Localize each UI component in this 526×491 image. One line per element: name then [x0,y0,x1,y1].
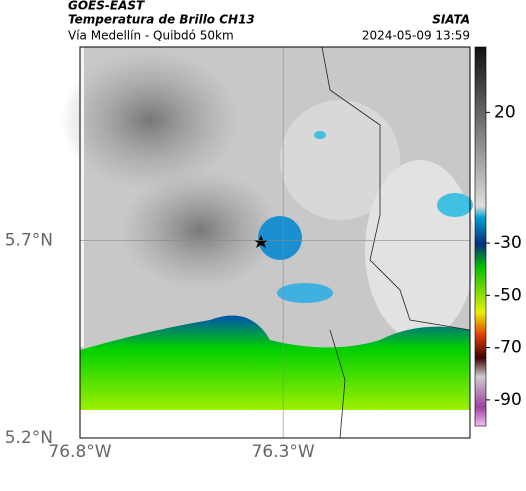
route: Vía Medellín - Quibdó 50km [68,29,234,43]
map-frame [79,46,471,439]
colorbar-tick-label: -70 [494,338,522,358]
colorbar-tick-label: -50 [494,285,522,305]
header: GOES-EAST Temperatura de Brillo CH13 SIA… [68,0,470,43]
agency: SIATA [432,13,470,27]
satellite-image [60,46,475,439]
y-tick-label: 5.2°N [5,428,53,448]
satellite: GOES-EAST [68,0,145,13]
x-tick-label: 76.3°W [252,442,315,462]
colorbar [474,46,487,427]
colorbar-tick-label: 20 [494,102,516,122]
product: Temperatura de Brillo CH13 [68,13,255,27]
colorbar-tick-label: -30 [494,233,522,253]
x-tick-label: 76.8°W [48,442,111,462]
y-tick-label: 5.7°N [5,231,53,251]
colorbar-tick-label: -90 [494,390,522,410]
timestamp: 2024-05-09 13:59 [362,29,470,43]
